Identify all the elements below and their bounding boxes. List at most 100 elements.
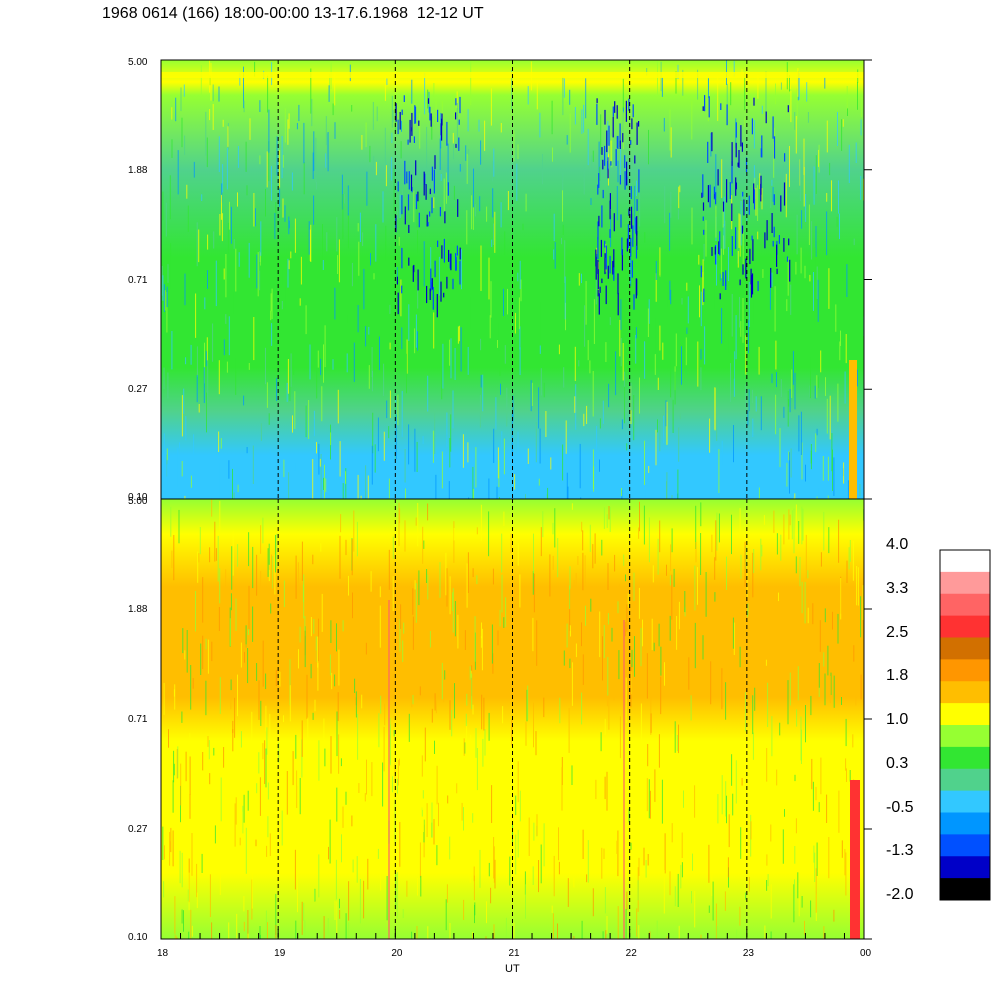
texture-streak (780, 534, 782, 561)
texture-streak (196, 222, 198, 267)
texture-streak (353, 510, 355, 552)
texture-streak (732, 617, 734, 649)
texture-streak (481, 622, 482, 639)
blue-patch (707, 185, 709, 203)
blue-patch (601, 278, 603, 284)
blue-patch (627, 224, 629, 248)
texture-streak (470, 61, 472, 106)
blue-patch (700, 265, 702, 278)
texture-streak (807, 112, 809, 123)
texture-streak (533, 702, 534, 748)
texture-streak (170, 827, 172, 853)
texture-streak (669, 475, 671, 499)
texture-streak (336, 711, 338, 757)
texture-streak (234, 803, 236, 847)
blue-patch (441, 245, 443, 259)
texture-streak (646, 68, 648, 76)
texture-streak (768, 774, 769, 785)
texture-streak (819, 620, 821, 652)
blue-patch (418, 120, 420, 126)
texture-streak (787, 390, 789, 427)
blue-patch (741, 142, 743, 152)
texture-streak (621, 488, 622, 497)
texture-streak (347, 450, 349, 483)
texture-streak (310, 224, 312, 262)
texture-streak (183, 84, 185, 97)
blue-patch (415, 160, 417, 176)
texture-streak (691, 207, 693, 245)
texture-streak (607, 657, 609, 696)
texture-streak (283, 580, 285, 608)
texture-streak (836, 810, 838, 845)
texture-streak (479, 394, 481, 428)
texture-streak (770, 192, 772, 208)
texture-streak (805, 534, 807, 579)
blue-patch (598, 215, 600, 227)
texture-streak (235, 248, 237, 292)
texture-streak (707, 76, 709, 122)
texture-streak (348, 922, 350, 939)
blue-patch (457, 199, 459, 217)
texture-streak (312, 712, 314, 720)
x-tick-label: 20 (391, 948, 403, 959)
blue-patch (615, 148, 617, 166)
texture-streak (712, 881, 714, 921)
blue-patch (431, 197, 433, 214)
texture-streak (671, 574, 673, 620)
texture-streak (389, 390, 391, 418)
texture-streak (338, 734, 340, 774)
texture-streak (780, 379, 782, 397)
texture-streak (225, 746, 227, 782)
texture-streak (334, 900, 336, 920)
texture-streak (491, 785, 493, 823)
texture-streak (490, 88, 492, 126)
texture-streak (659, 520, 661, 553)
texture-streak (493, 837, 495, 879)
texture-streak (796, 88, 798, 120)
texture-streak (275, 893, 277, 935)
texture-streak (619, 319, 621, 357)
texture-streak (670, 544, 672, 572)
texture-streak (225, 484, 227, 499)
texture-streak (417, 503, 419, 547)
texture-streak (379, 336, 380, 371)
texture-streak (569, 113, 571, 153)
texture-streak (809, 651, 811, 682)
texture-streak (448, 481, 450, 499)
texture-streak (169, 175, 171, 220)
texture-streak (322, 224, 323, 269)
texture-streak (302, 584, 304, 603)
texture-streak (162, 275, 164, 301)
blue-patch (751, 118, 753, 135)
texture-streak (180, 653, 182, 672)
texture-streak (417, 230, 418, 253)
texture-streak (476, 596, 478, 639)
texture-streak (740, 321, 742, 337)
texture-streak (427, 375, 429, 412)
texture-streak (790, 90, 792, 123)
texture-streak (454, 683, 455, 719)
texture-streak (498, 322, 500, 351)
texture-streak (249, 118, 251, 140)
texture-streak (455, 770, 457, 809)
texture-streak (741, 636, 743, 661)
blue-patch (401, 109, 403, 115)
texture-streak (470, 488, 472, 499)
texture-streak (281, 301, 283, 310)
texture-streak (268, 109, 270, 153)
blue-patch (450, 253, 452, 271)
texture-streak (274, 554, 276, 595)
blue-patch (448, 249, 450, 262)
colorbar-label: -2.0 (886, 886, 914, 903)
texture-streak (338, 621, 340, 649)
texture-streak (198, 553, 200, 563)
texture-streak (804, 920, 805, 935)
texture-streak (404, 449, 406, 483)
texture-streak (561, 237, 562, 245)
texture-streak (266, 151, 268, 188)
texture-streak (323, 477, 324, 490)
texture-streak (377, 848, 379, 859)
texture-streak (323, 916, 325, 939)
texture-streak (679, 185, 681, 193)
texture-streak (402, 909, 404, 918)
